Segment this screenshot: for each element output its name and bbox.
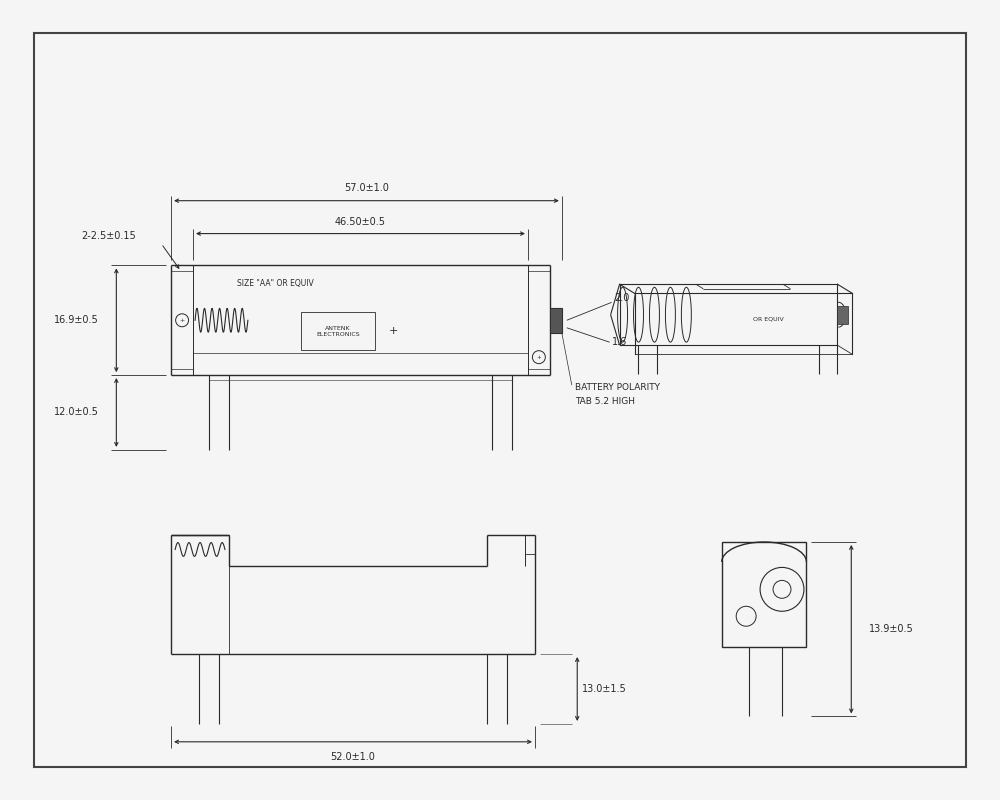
- Text: 52.0±1.0: 52.0±1.0: [331, 752, 375, 762]
- Text: TAB 5.2 HIGH: TAB 5.2 HIGH: [575, 398, 635, 406]
- Text: 2.0: 2.0: [615, 294, 630, 303]
- Bar: [550, 308, 562, 333]
- Bar: [722, 542, 806, 646]
- Text: BATTERY POLARITY: BATTERY POLARITY: [575, 382, 660, 391]
- Text: +: +: [389, 326, 398, 336]
- Bar: [301, 312, 375, 350]
- Polygon shape: [837, 306, 848, 324]
- Text: 1.6: 1.6: [612, 338, 627, 347]
- Text: 2-2.5±0.15: 2-2.5±0.15: [82, 230, 136, 241]
- Text: 57.0±1.0: 57.0±1.0: [344, 182, 389, 193]
- Text: 13.0±1.5: 13.0±1.5: [582, 684, 627, 694]
- Text: 13.9±0.5: 13.9±0.5: [869, 624, 914, 634]
- Text: +: +: [179, 318, 185, 322]
- Text: 16.9±0.5: 16.9±0.5: [54, 315, 98, 326]
- Text: 12.0±0.5: 12.0±0.5: [54, 407, 98, 418]
- Text: 46.50±0.5: 46.50±0.5: [335, 217, 386, 226]
- Text: OR EQUIV: OR EQUIV: [753, 317, 784, 322]
- Text: +: +: [536, 354, 541, 360]
- Text: ANTENK
ELECTRONICS: ANTENK ELECTRONICS: [316, 326, 360, 337]
- Text: SIZE "AA" OR EQUIV: SIZE "AA" OR EQUIV: [237, 279, 314, 288]
